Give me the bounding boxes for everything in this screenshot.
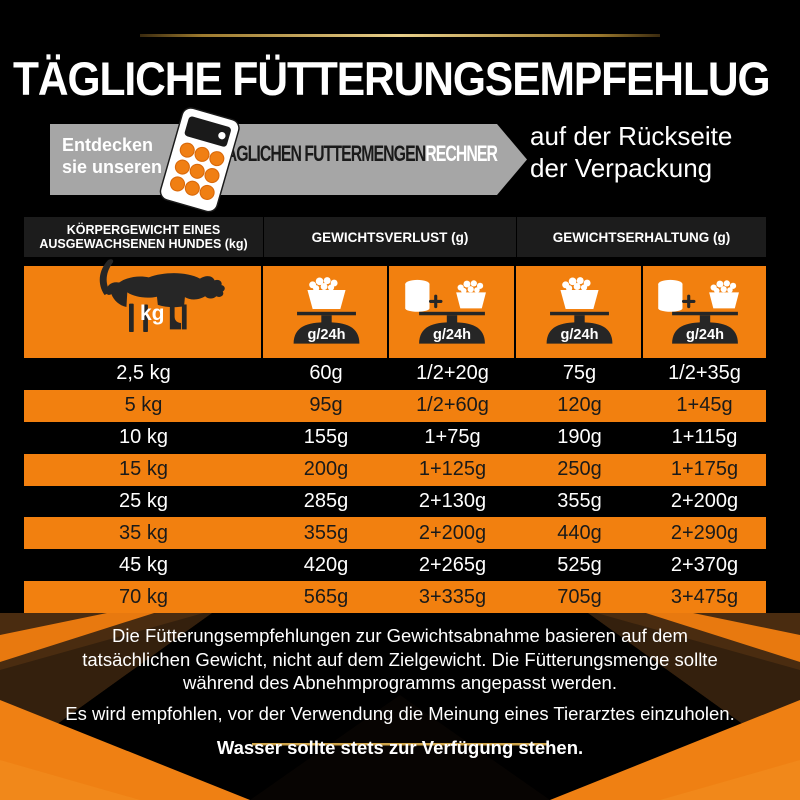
svg-text:g/24h: g/24h bbox=[308, 327, 346, 343]
svg-text:g/24h: g/24h bbox=[686, 327, 724, 343]
svg-text:g/24h: g/24h bbox=[433, 327, 471, 343]
svg-text:g/24h: g/24h bbox=[561, 327, 599, 343]
